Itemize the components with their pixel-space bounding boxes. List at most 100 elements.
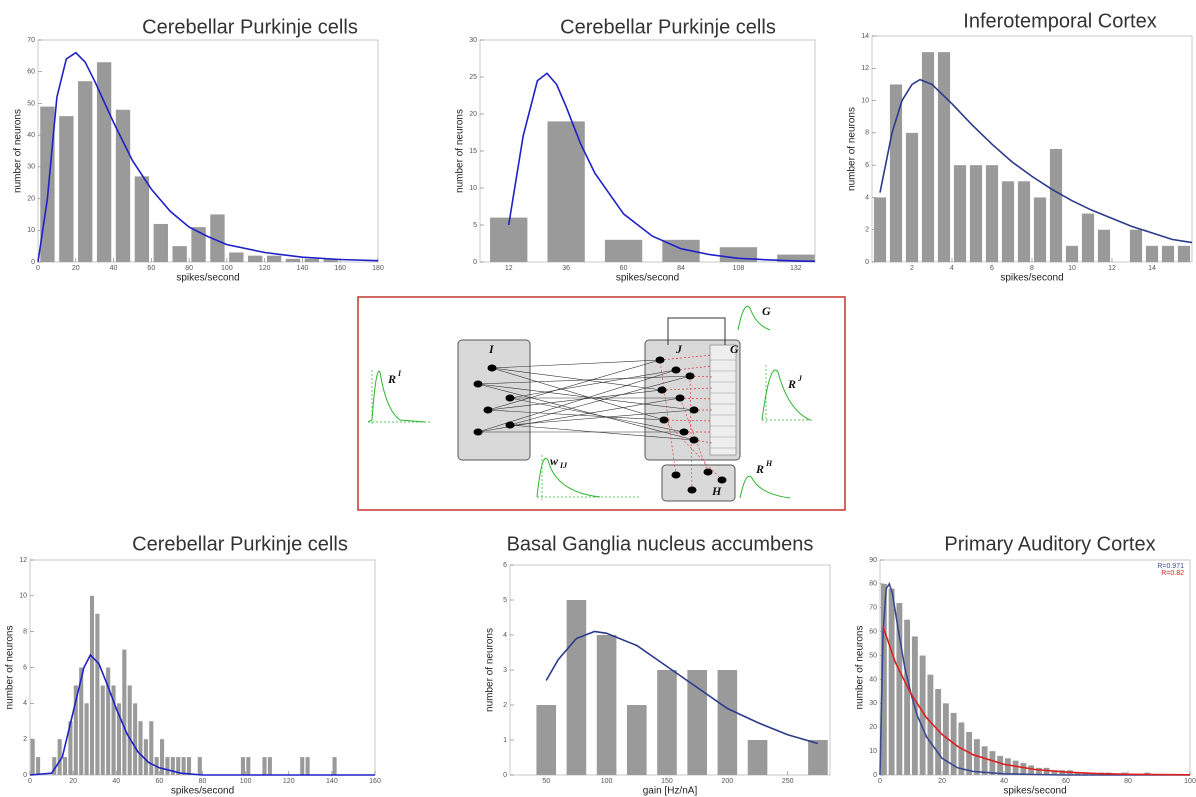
diagram-label-sub: IJ <box>559 461 568 470</box>
x-tick-label: 60 <box>620 265 628 272</box>
bar <box>135 176 149 262</box>
x-tick-label: 40 <box>110 265 118 272</box>
x-tick-label: 250 <box>782 778 794 785</box>
bar <box>85 703 89 775</box>
y-tick-label: 80 <box>869 581 877 588</box>
y-tick-label: 2 <box>503 702 507 709</box>
x-tick-label: 80 <box>185 265 193 272</box>
bar <box>536 705 556 775</box>
x-tick-label: 14 <box>1148 265 1156 272</box>
bar <box>241 757 245 775</box>
neuron <box>484 407 493 414</box>
y-axis-label: number of neurons <box>5 626 16 710</box>
y-tick-label: 5 <box>473 222 477 229</box>
bar <box>1082 214 1094 262</box>
neuron <box>690 437 699 444</box>
y-tick-label: 12 <box>861 65 869 72</box>
x-tick-label: 40 <box>1000 778 1008 785</box>
y-tick-label: 40 <box>27 132 35 139</box>
y-tick-label: 2 <box>23 736 27 743</box>
y-tick-label: 4 <box>503 632 507 639</box>
bar <box>890 84 902 262</box>
bar <box>748 740 768 775</box>
y-tick-label: 60 <box>869 629 877 636</box>
y-tick-label: 25 <box>469 74 477 81</box>
bar <box>1002 181 1014 262</box>
neuron <box>474 381 483 388</box>
y-tick-label: 1 <box>503 737 507 744</box>
bar <box>1020 763 1026 775</box>
y-tick-label: 8 <box>23 629 27 636</box>
y-tick-label: 3 <box>503 667 507 674</box>
chart-title: Cerebellar Purkinje cells <box>142 16 358 38</box>
bar <box>954 165 966 262</box>
x-tick-label: 20 <box>938 778 946 785</box>
bar <box>1146 246 1158 262</box>
bar <box>101 685 105 775</box>
x-tick-label: 0 <box>36 265 40 272</box>
chart-title: Basal Ganglia nucleus accumbens <box>507 533 814 555</box>
bar <box>187 757 191 775</box>
x-tick-label: 60 <box>155 778 163 785</box>
x-tick-label: 84 <box>677 265 685 272</box>
bar <box>889 589 895 775</box>
diagram-label-sup: H <box>765 459 773 468</box>
neuron <box>506 422 515 429</box>
y-tick-label: 6 <box>865 162 869 169</box>
fit-line <box>546 632 818 744</box>
x-axis-label: spikes/second <box>171 786 234 797</box>
y-axis-label: number of neurons <box>855 626 866 710</box>
y-tick-label: 30 <box>869 700 877 707</box>
bar <box>896 603 902 775</box>
chart-panel: Cerebellar Purkinje cells051015202530123… <box>455 16 815 283</box>
neuron <box>672 472 681 479</box>
bar <box>267 256 281 262</box>
bar <box>133 703 137 775</box>
x-tick-label: 80 <box>1124 778 1132 785</box>
bar <box>567 600 587 775</box>
x-tick-label: 6 <box>990 265 994 272</box>
bar <box>90 596 94 775</box>
y-tick-label: 30 <box>469 37 477 44</box>
y-tick-label: 14 <box>861 33 869 40</box>
x-tick-label: 140 <box>326 778 338 785</box>
x-tick-label: 180 <box>372 265 384 272</box>
legend-entry: R=0.971 <box>1157 563 1184 570</box>
y-tick-label: 70 <box>27 37 35 44</box>
plot-frame <box>880 560 1190 775</box>
y-tick-label: 0 <box>503 772 507 779</box>
bar <box>1050 149 1062 262</box>
chart-title: Primary Auditory Cortex <box>944 533 1155 555</box>
y-tick-label: 70 <box>869 605 877 612</box>
neuron <box>672 367 681 374</box>
x-tick-label: 2 <box>910 265 914 272</box>
bar <box>182 757 186 775</box>
bar <box>154 224 168 262</box>
bar <box>40 107 54 262</box>
y-tick-label: 4 <box>865 194 869 201</box>
x-tick-label: 80 <box>199 778 207 785</box>
y-tick-label: 10 <box>861 97 869 104</box>
neuron <box>658 387 667 394</box>
x-tick-label: 12 <box>505 265 513 272</box>
y-tick-label: 0 <box>873 772 877 779</box>
diagram-label: R <box>755 462 764 476</box>
y-axis-label: number of neurons <box>455 109 466 193</box>
y-tick-label: 5 <box>503 597 507 604</box>
diagram-label: w <box>550 454 559 468</box>
y-tick-label: 10 <box>27 227 35 234</box>
diagram-label: R <box>387 372 396 386</box>
bar <box>1018 181 1030 262</box>
bar <box>906 133 918 262</box>
bar <box>268 757 272 775</box>
y-tick-label: 8 <box>865 130 869 137</box>
bar <box>286 259 300 262</box>
neuron <box>688 487 697 494</box>
y-tick-label: 0 <box>473 259 477 266</box>
x-tick-label: 108 <box>733 265 745 272</box>
y-tick-label: 6 <box>23 664 27 671</box>
bar <box>687 670 707 775</box>
bar <box>605 240 642 262</box>
bar <box>547 121 584 262</box>
x-axis-label: spikes/second <box>616 273 679 284</box>
